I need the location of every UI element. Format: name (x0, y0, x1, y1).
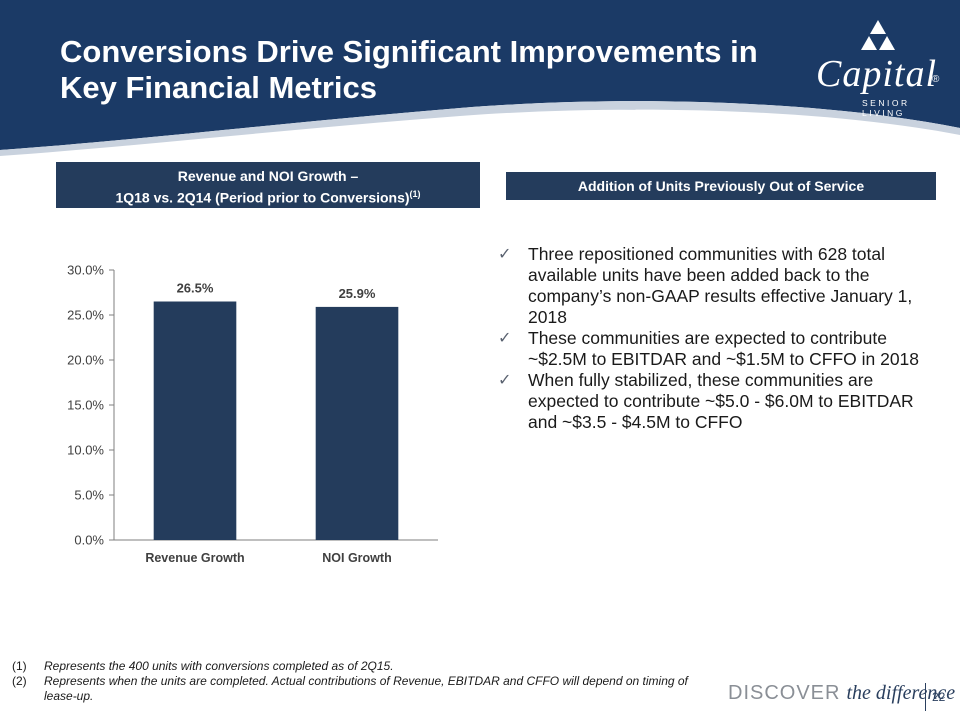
data-label: 25.9% (339, 286, 376, 301)
footnote-number: (2) (12, 674, 27, 688)
footnote-text: Represents when the units are completed.… (44, 674, 688, 703)
logo-subtitle: SENIOR LIVING (862, 98, 910, 118)
y-tick-label: 20.0% (67, 353, 104, 368)
chart-section-header: Revenue and NOI Growth – 1Q18 vs. 2Q14 (… (56, 162, 480, 208)
data-label: 26.5% (177, 281, 214, 296)
y-tick-label: 10.0% (67, 443, 104, 458)
company-logo: Capital ® SENIOR LIVING (808, 18, 950, 118)
footnote-number: (1) (12, 659, 27, 673)
triangles-icon (861, 20, 895, 50)
x-tick-label: NOI Growth (322, 551, 391, 565)
footnote: (1) Represents the 400 units with convers… (12, 659, 692, 674)
bullet-text: Three repositioned communities with 628 … (528, 244, 913, 327)
y-tick-label: 25.0% (67, 308, 104, 323)
footnote: (2) Represents when the units are complet… (12, 674, 692, 704)
footer-divider (925, 683, 926, 711)
chart-header-line2: 1Q18 vs. 2Q14 (Period prior to Conversio… (115, 189, 410, 206)
bar (153, 301, 237, 540)
header-background (0, 0, 960, 156)
checkmark-icon: ✓ (498, 330, 512, 347)
checkmark-icon: ✓ (498, 246, 512, 263)
bullet-text: These communities are expected to contri… (528, 328, 920, 369)
checkmark-icon: ✓ (498, 372, 512, 389)
growth-bar-chart: 0.0% 5.0% 10.0% 15.0% 20.0% 25.0% 30.0% 26.5% Re… (67, 263, 438, 565)
logo-registered: ® (932, 74, 940, 85)
x-tick-label: Revenue Growth (145, 551, 244, 565)
discover-word: DISCOVER (728, 682, 841, 704)
header-banner: Conversions Drive Significant Improvemen… (0, 0, 960, 160)
y-tick-label: 0.0% (74, 533, 104, 548)
bullet-list: ✓ Three repositioned communities with 628… (498, 244, 938, 433)
chart-header-line1: Revenue and NOI Growth – (177, 168, 359, 184)
bullet-item: ✓ When fully stabilized, these communitie… (498, 370, 938, 433)
units-section-header: Addition of Units Previously Out of Serv… (506, 172, 936, 200)
page-title: Conversions Drive Significant Improvemen… (60, 34, 758, 105)
y-tick-label: 5.0% (74, 488, 104, 503)
footer-tagline: DISCOVER the difference (728, 682, 955, 705)
bullet-text: When fully stabilized, these communities… (528, 370, 914, 432)
y-tick-label: 15.0% (67, 398, 104, 413)
page-number: 22 (932, 690, 946, 704)
difference-word: the difference (846, 682, 956, 704)
bullet-item: ✓ These communities are expected to contr… (498, 328, 938, 370)
y-tick-label: 30.0% (67, 263, 104, 278)
footnote-text: Represents the 400 units with conversion… (44, 659, 394, 673)
bar (315, 306, 399, 540)
bullet-item: ✓ Three repositioned communities with 628… (498, 244, 938, 328)
footnote-ref: (1) (409, 189, 421, 199)
footnotes: (1) Represents the 400 units with convers… (12, 659, 692, 704)
logo-wordmark: Capital (816, 53, 938, 95)
